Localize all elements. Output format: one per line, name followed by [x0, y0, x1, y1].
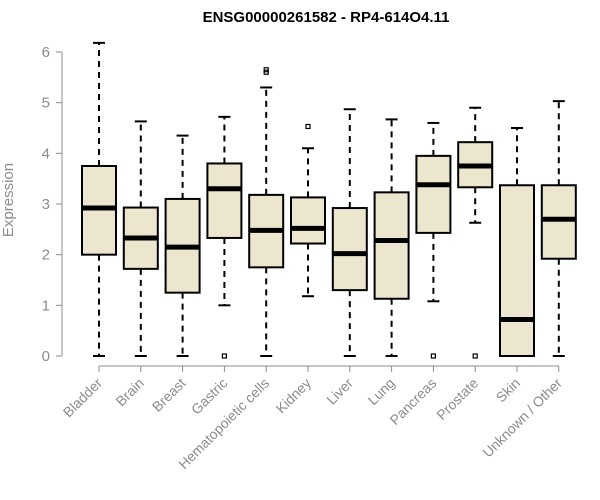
- y-tick-label: 2: [42, 247, 50, 264]
- iqr-box: [373, 191, 410, 300]
- box-kidney: [290, 123, 326, 298]
- outlier-point: [305, 123, 311, 130]
- box-bladder: [81, 41, 117, 357]
- iqr-box: [206, 162, 243, 239]
- box-gastric: [206, 115, 243, 359]
- y-tick-label: 0: [42, 348, 50, 365]
- y-tick-label: 5: [42, 95, 50, 112]
- box-unknown-other: [540, 100, 577, 357]
- y-tick-label: 1: [42, 297, 50, 314]
- iqr-box: [540, 184, 577, 260]
- y-tick-label: 3: [42, 196, 50, 213]
- x-tick-label: Brain: [112, 375, 146, 409]
- x-tick-label: Kidney: [273, 375, 315, 417]
- x-tick-label: Prostate: [433, 375, 481, 423]
- iqr-box: [415, 154, 452, 234]
- y-tick-label: 4: [42, 145, 50, 162]
- x-tick-label: Breast: [149, 375, 189, 415]
- outlier-point: [430, 353, 436, 359]
- outlier-point: [221, 353, 227, 359]
- x-tick-label: Bladder: [60, 375, 106, 421]
- x-tick-label: Skin: [493, 375, 524, 406]
- iqr-box: [331, 207, 368, 292]
- box-skin: [499, 127, 535, 357]
- box-breast: [164, 134, 201, 357]
- outlier-point: [472, 353, 478, 359]
- box-pancreas: [415, 121, 452, 359]
- iqr-box: [499, 184, 535, 357]
- box-lung: [373, 118, 410, 357]
- y-tick-label: 6: [42, 44, 50, 61]
- x-tick-label: Unknown / Other: [479, 375, 565, 461]
- x-tick-label: Lung: [364, 375, 397, 408]
- chart-title: ENSG00000261582 - RP4-614O4.11: [203, 9, 450, 26]
- iqr-box: [290, 196, 326, 245]
- outlier-point: [263, 67, 269, 73]
- box-hematopoietic-cells: [248, 67, 285, 357]
- y-axis-label: Expression: [0, 163, 17, 237]
- box-brain: [122, 120, 159, 357]
- x-tick-label: Liver: [323, 375, 356, 408]
- boxes-group: [81, 41, 577, 359]
- box-liver: [331, 108, 368, 357]
- y-axis: 0 1 2 3 4 5 6: [42, 44, 63, 365]
- box-prostate: [457, 106, 494, 359]
